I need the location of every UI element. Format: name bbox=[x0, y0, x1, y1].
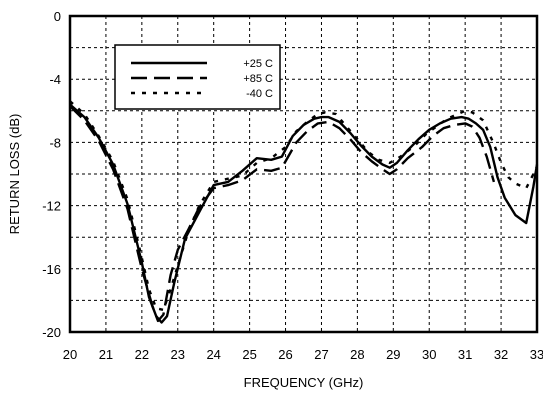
x-tick-label: 24 bbox=[206, 347, 220, 362]
x-tick-label: 33 bbox=[530, 347, 543, 362]
x-tick-label: 23 bbox=[171, 347, 185, 362]
y-tick-label: -20 bbox=[42, 325, 61, 340]
x-tick-label: 32 bbox=[494, 347, 508, 362]
series-line bbox=[69, 103, 539, 324]
x-tick-label: 21 bbox=[99, 347, 113, 362]
x-tick-label: 26 bbox=[278, 347, 292, 362]
legend-label: +25 C bbox=[243, 58, 273, 70]
y-tick-label: -16 bbox=[42, 262, 61, 277]
grid-lines bbox=[70, 16, 537, 332]
plot-frame bbox=[68, 14, 539, 334]
series-line bbox=[69, 105, 496, 323]
legend-label: -40 C bbox=[246, 88, 273, 100]
y-tick-label: -4 bbox=[49, 72, 61, 87]
y-tick-label: -8 bbox=[49, 135, 61, 150]
x-tick-label: 28 bbox=[350, 347, 364, 362]
series-lines bbox=[69, 100, 539, 324]
x-tick-label: 20 bbox=[63, 347, 77, 362]
y-tick-label: -12 bbox=[42, 199, 61, 214]
y-axis-title: RETURN LOSS (dB) bbox=[7, 114, 22, 235]
x-tick-label: 30 bbox=[422, 347, 436, 362]
y-tick-label: 0 bbox=[54, 9, 61, 24]
x-tick-label: 31 bbox=[458, 347, 472, 362]
x-tick-label: 25 bbox=[242, 347, 256, 362]
x-axis-title: FREQUENCY (GHz) bbox=[244, 375, 364, 390]
series-line bbox=[69, 100, 539, 312]
x-tick-label: 27 bbox=[314, 347, 328, 362]
legend-label: +85 C bbox=[243, 73, 273, 85]
tick-labels: 20 21 22 23 24 25 26 27 28 29 30 31 32 33 0 -4 -8 -12 -16 -… bbox=[42, 9, 543, 362]
x-tick-label: 29 bbox=[386, 347, 400, 362]
x-tick-label: 22 bbox=[135, 347, 149, 362]
legend: +25 C +85 C -40 C bbox=[114, 44, 281, 110]
